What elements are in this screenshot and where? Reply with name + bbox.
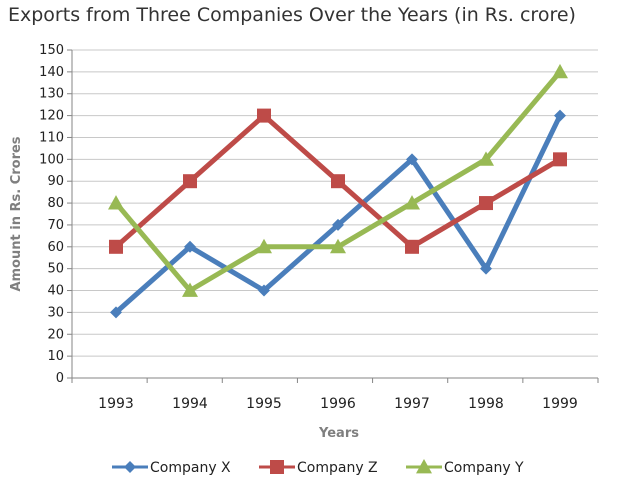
x-tick-label: 1999 bbox=[542, 396, 578, 412]
series-company-y bbox=[108, 63, 568, 297]
legend-item-company-x: Company X bbox=[112, 460, 231, 476]
axes bbox=[67, 49, 599, 383]
data-point-company-z bbox=[109, 239, 123, 254]
legend-marker-company-z bbox=[270, 460, 284, 474]
legend-item-company-y: Company Y bbox=[406, 459, 524, 476]
data-point-company-x bbox=[406, 153, 418, 166]
y-tick-label: 10 bbox=[47, 349, 64, 364]
data-point-company-y bbox=[330, 238, 346, 254]
x-tick-label: 1996 bbox=[320, 396, 356, 412]
x-axis-title: Years bbox=[318, 426, 359, 441]
y-tick-label: 20 bbox=[47, 327, 64, 342]
data-point-company-z bbox=[331, 174, 345, 189]
data-point-company-y bbox=[552, 63, 568, 79]
legend-label-company-z: Company Z bbox=[297, 460, 378, 476]
series-company-x bbox=[110, 109, 566, 319]
x-tick-label: 1997 bbox=[394, 396, 430, 412]
y-tick-label: 100 bbox=[39, 152, 64, 167]
data-point-company-z bbox=[183, 174, 197, 189]
y-tick-label: 140 bbox=[39, 65, 64, 80]
y-tick-label: 40 bbox=[47, 284, 64, 299]
y-tick-labels: 0 10 20 30 40 50 60 70 80 90 100 110 120 130 140 150 bbox=[39, 43, 64, 386]
legend-label-company-x: Company X bbox=[150, 460, 231, 476]
series-group bbox=[108, 63, 568, 319]
data-point-company-z bbox=[553, 152, 567, 167]
y-tick-label: 80 bbox=[47, 196, 64, 211]
y-tick-label: 120 bbox=[39, 109, 64, 124]
data-point-company-x bbox=[184, 240, 196, 253]
x-tick-label: 1998 bbox=[468, 396, 504, 412]
y-tick-label: 0 bbox=[56, 371, 64, 386]
y-tick-label: 130 bbox=[39, 87, 64, 102]
y-tick-label: 70 bbox=[47, 218, 64, 233]
x-tick-label: 1993 bbox=[98, 396, 134, 412]
y-axis-title: Amount in Rs. Crores bbox=[9, 136, 24, 291]
data-point-company-x bbox=[554, 109, 566, 122]
y-tick-label: 110 bbox=[39, 130, 64, 145]
data-point-company-y bbox=[478, 151, 494, 166]
y-tick-label: 30 bbox=[47, 305, 64, 320]
data-point-company-x bbox=[480, 262, 492, 275]
data-point-company-y bbox=[404, 195, 420, 210]
data-point-company-z bbox=[405, 239, 419, 254]
data-point-company-x bbox=[332, 218, 344, 231]
data-point-company-x bbox=[258, 284, 270, 297]
y-tick-label: 60 bbox=[47, 240, 64, 255]
data-point-company-y bbox=[182, 282, 198, 297]
legend-marker-company-y bbox=[416, 459, 432, 474]
y-tick-label: 90 bbox=[47, 174, 64, 189]
x-tick-label: 1995 bbox=[246, 396, 282, 412]
chart-title: Exports from Three Companies Over the Ye… bbox=[8, 4, 576, 26]
series-company-z bbox=[109, 108, 567, 254]
y-tick-label: 150 bbox=[39, 43, 64, 58]
data-point-company-z bbox=[479, 196, 493, 211]
legend-item-company-z: Company Z bbox=[259, 460, 378, 476]
legend-marker-company-x bbox=[124, 461, 136, 473]
data-point-company-z bbox=[257, 108, 271, 123]
data-point-company-y bbox=[108, 195, 124, 210]
data-point-company-x bbox=[110, 306, 122, 319]
data-point-company-y bbox=[256, 238, 272, 254]
x-tick-label: 1994 bbox=[172, 396, 208, 412]
x-tick-labels: 1993 1994 1995 1996 1997 1998 1999 bbox=[98, 396, 578, 412]
legend: Company X Company Z Company Y bbox=[112, 459, 524, 476]
legend-label-company-y: Company Y bbox=[444, 460, 524, 476]
y-tick-label: 50 bbox=[47, 262, 64, 277]
